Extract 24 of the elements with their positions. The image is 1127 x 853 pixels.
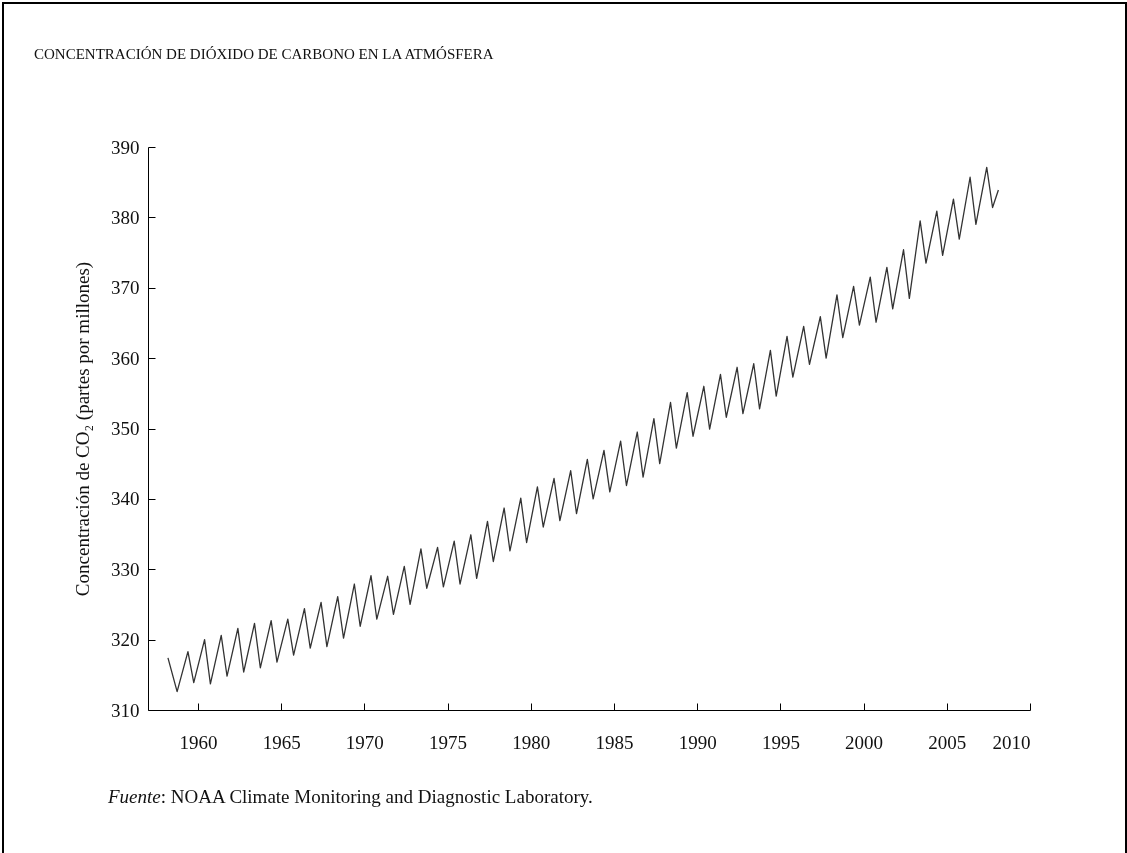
y-tick-label: 340 xyxy=(111,488,140,510)
x-tick-label: 1985 xyxy=(595,731,634,753)
x-tick-label: 1995 xyxy=(761,731,800,753)
y-axis-title: Concentración de CO₂ (partes por millones) xyxy=(72,261,94,597)
x-tick-label: 1970 xyxy=(345,731,384,753)
x-tick-label: 2010 xyxy=(992,731,1031,753)
y-tick-label: 310 xyxy=(111,699,140,721)
y-tick-label: 380 xyxy=(111,206,140,228)
x-tick-label: 1975 xyxy=(429,731,468,753)
y-tick-label: 370 xyxy=(111,277,140,299)
y-tick-label: 360 xyxy=(111,347,140,369)
x-tick-label: 1990 xyxy=(678,731,717,753)
x-tick-label: 2000 xyxy=(845,731,884,753)
y-tick-label: 320 xyxy=(111,629,140,651)
chart-title: CONCENTRACIÓN DE DIÓXIDO DE CARBONO EN LA ATMÓSFERA xyxy=(34,46,494,63)
y-tick-label: 350 xyxy=(111,418,140,439)
x-tick-label: 2005 xyxy=(928,731,967,753)
y-tick-label: 330 xyxy=(111,558,140,580)
source-note: Fuente: NOAA Climate Monitoring and Diagnostic Laboratory. xyxy=(108,786,593,808)
x-tick-label: 1965 xyxy=(262,731,301,753)
x-tick-label: 1960 xyxy=(179,731,218,753)
line-series xyxy=(167,166,1000,693)
x-tick-label: 1980 xyxy=(512,731,551,753)
y-tick-label: 390 xyxy=(111,136,140,158)
